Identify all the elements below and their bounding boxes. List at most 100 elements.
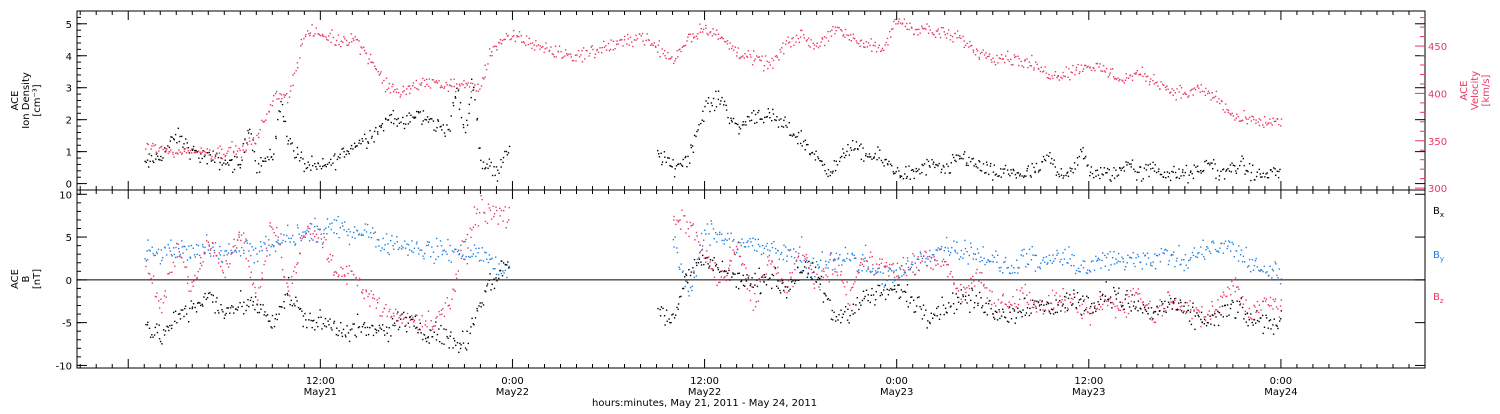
by-series-point xyxy=(1173,251,1175,253)
density-series-point xyxy=(1159,173,1162,176)
density-series-point xyxy=(152,160,154,162)
by-series-point xyxy=(935,249,937,251)
by-series-point xyxy=(830,252,832,255)
bx-series-point xyxy=(892,288,894,291)
density-series-point xyxy=(1145,163,1147,166)
velocity-series-point xyxy=(1117,77,1119,79)
density-series-point xyxy=(208,151,210,154)
by-series-point xyxy=(861,270,863,272)
velocity-series-point xyxy=(711,35,714,37)
density-series-point xyxy=(1147,164,1149,166)
bz-series-point xyxy=(877,267,879,270)
bx-series-point xyxy=(907,306,909,308)
bx-series-point xyxy=(884,284,886,286)
density-series-point xyxy=(1174,171,1177,174)
by-series-point xyxy=(973,253,975,255)
velocity-series-point xyxy=(1108,74,1111,76)
bz-series-point xyxy=(1263,297,1266,299)
bz-series-point xyxy=(149,273,151,275)
by-series-point xyxy=(223,254,225,257)
by-series-point xyxy=(185,248,188,251)
bz-series-point xyxy=(699,252,701,254)
velocity-series-point xyxy=(533,49,536,51)
bx-series-point xyxy=(1280,318,1282,320)
bz-series-point xyxy=(889,268,891,271)
density-series-point xyxy=(869,156,872,158)
bx-series-point xyxy=(1134,308,1136,310)
bx-series-point xyxy=(425,337,427,340)
bz-series-point xyxy=(921,260,923,262)
bz-series-point xyxy=(1081,303,1083,306)
density-series-point xyxy=(1123,170,1126,172)
bx-series-point xyxy=(351,328,353,330)
bx-series-point xyxy=(960,303,962,305)
bz-series-point xyxy=(686,221,688,223)
bz-series-point xyxy=(203,253,205,255)
velocity-series-point xyxy=(325,36,327,38)
density-series-point xyxy=(957,154,959,157)
bx-series-point xyxy=(723,270,725,273)
bx-series-point xyxy=(858,308,860,311)
x-tick-label: 12:00 xyxy=(306,376,335,387)
velocity-series-point xyxy=(487,63,489,65)
by-series-point xyxy=(268,244,270,246)
legend-subscript: z xyxy=(1440,297,1444,305)
bx-series-point xyxy=(241,305,243,308)
bz-series-point xyxy=(1080,313,1082,315)
by-series-point xyxy=(307,231,310,233)
bx-series-point xyxy=(790,281,793,283)
by-series-point xyxy=(974,253,976,255)
bx-series-point xyxy=(668,318,670,320)
by-series-point xyxy=(1097,259,1099,261)
bx-series-point xyxy=(1270,328,1272,330)
velocity-series-point xyxy=(668,58,670,60)
bx-series-point xyxy=(756,285,759,288)
bx-series-point xyxy=(981,307,983,309)
bx-series-point xyxy=(274,318,276,320)
by-series-point xyxy=(1018,267,1020,269)
bx-series-point xyxy=(765,284,768,286)
by-series-point xyxy=(144,258,146,260)
bz-series-point xyxy=(476,208,479,210)
density-series-point xyxy=(508,145,511,148)
density-series-point xyxy=(814,159,817,161)
velocity-series-point xyxy=(1234,119,1236,121)
by-series-point xyxy=(347,228,350,230)
bz-series-point xyxy=(1222,291,1225,293)
velocity-series-point xyxy=(921,25,923,27)
velocity-series-point xyxy=(276,98,278,100)
velocity-series-point xyxy=(855,40,858,42)
by-series-point xyxy=(1268,274,1270,277)
by-series-point xyxy=(763,247,766,249)
bz-series-point xyxy=(1232,285,1234,287)
velocity-series-point xyxy=(548,49,551,52)
velocity-series-point xyxy=(617,43,619,45)
bx-series-point xyxy=(1213,324,1216,326)
bx-series-point xyxy=(790,278,792,281)
bx-series-point xyxy=(419,322,421,324)
velocity-series-point xyxy=(474,84,476,86)
density-series-point xyxy=(1138,171,1140,174)
bz-series-point xyxy=(401,322,403,324)
density-series-point xyxy=(841,155,843,158)
bz-series-point xyxy=(717,279,719,281)
density-series-point xyxy=(347,150,350,153)
bx-series-point xyxy=(414,315,416,318)
velocity-series-point xyxy=(993,61,996,63)
velocity-series-point xyxy=(1022,66,1025,68)
bz-series-point xyxy=(370,290,372,292)
by-series-point xyxy=(224,250,226,252)
by-series-point xyxy=(810,268,813,271)
bx-series-point xyxy=(685,274,688,277)
bz-series-point xyxy=(508,206,510,209)
by-series-point xyxy=(878,267,880,269)
velocity-series-point xyxy=(374,67,377,70)
velocity-series-point xyxy=(248,140,251,142)
bz-series-point xyxy=(808,267,810,270)
bz-series-point xyxy=(757,300,759,302)
bz-series-point xyxy=(863,265,865,268)
velocity-series-point xyxy=(934,36,937,38)
velocity-series-point xyxy=(383,79,385,82)
density-series-point xyxy=(473,86,475,88)
velocity-series-point xyxy=(581,61,584,63)
